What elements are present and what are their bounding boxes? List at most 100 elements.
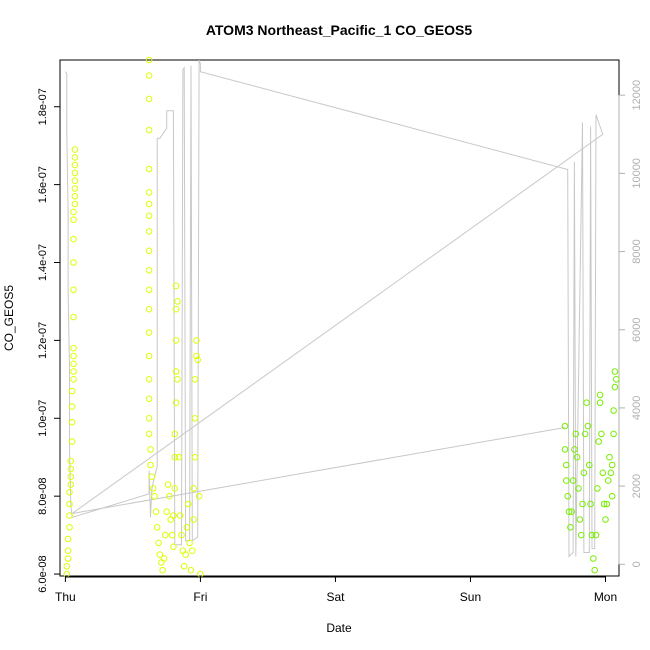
- x-tick-label: Mon: [594, 590, 617, 604]
- y-tick-label: 1.8e-07: [37, 88, 49, 125]
- data-point: [145, 286, 153, 294]
- data-point: [70, 360, 77, 368]
- data-point: [64, 555, 72, 562]
- data-point: [563, 477, 570, 484]
- data-point: [68, 438, 76, 445]
- data-point: [145, 352, 153, 360]
- data-point: [145, 72, 153, 79]
- data-point: [187, 566, 195, 574]
- data-point: [180, 563, 188, 570]
- data-point: [611, 368, 619, 375]
- data-point: [151, 492, 158, 500]
- data-point: [148, 473, 156, 481]
- data-point: [152, 508, 160, 516]
- data-point: [71, 169, 79, 177]
- data-point: [70, 235, 77, 243]
- data-point: [71, 200, 79, 208]
- y-tick-label: 8.0e-08: [37, 478, 49, 515]
- data-point: [581, 430, 589, 438]
- data-point: [67, 465, 75, 473]
- data-point: [163, 508, 170, 516]
- data-point: [70, 352, 77, 360]
- y-tick-label: 1.2e-07: [37, 322, 49, 359]
- data-point: [159, 566, 166, 574]
- data-point: [584, 422, 592, 430]
- data-point: [160, 555, 168, 562]
- data-point: [608, 492, 616, 500]
- data-point: [195, 492, 203, 500]
- data-point: [190, 485, 197, 492]
- right-tick-label: 0: [631, 561, 643, 567]
- data-point: [189, 547, 196, 555]
- data-point: [564, 492, 572, 500]
- data-point: [71, 161, 79, 169]
- data-point: [67, 481, 75, 488]
- data-point: [145, 228, 153, 235]
- data-point: [71, 146, 79, 153]
- data-point: [145, 95, 153, 103]
- data-point: [193, 337, 200, 344]
- data-point: [613, 376, 620, 383]
- data-point: [567, 524, 574, 531]
- data-point: [602, 516, 609, 523]
- data-point: [606, 453, 613, 461]
- x-axis-label: Date: [326, 621, 352, 635]
- data-point: [175, 453, 183, 461]
- data-point: [70, 216, 77, 223]
- right-axis: 0 2000 4000 6000 8000 10000 12000: [618, 80, 643, 567]
- data-point: [147, 446, 154, 453]
- data-point: [145, 200, 153, 208]
- data-point: [149, 485, 157, 492]
- data-point: [170, 543, 177, 551]
- x-tick-label: Fri: [193, 590, 207, 604]
- right-tick-label: 12000: [631, 80, 643, 111]
- data-point: [145, 247, 153, 255]
- data-point: [68, 403, 76, 410]
- chart-title: ATOM3 Northeast_Pacific_1 CO_GEOS5: [206, 22, 473, 38]
- right-tick-label: 4000: [631, 396, 643, 420]
- data-point: [145, 165, 153, 173]
- data-point: [153, 524, 161, 531]
- data-point: [583, 399, 590, 407]
- data-point: [186, 539, 193, 547]
- data-point: [604, 477, 612, 484]
- data-point: [596, 399, 604, 407]
- data-point: [610, 407, 617, 414]
- data-point: [573, 453, 581, 461]
- data-point: [172, 282, 180, 290]
- data-point: [70, 259, 77, 266]
- data-point: [70, 368, 77, 375]
- right-tick-label: 8000: [631, 239, 643, 263]
- data-point: [595, 438, 603, 445]
- y-axis: 6.0e-08 8.0e-08 1.0e-07 1.2e-07 1.4e-07 1.6e-…: [37, 88, 61, 593]
- right-tick-label: 10000: [631, 158, 643, 189]
- data-point: [563, 461, 570, 469]
- data-point: [174, 376, 181, 383]
- data-point: [193, 352, 200, 360]
- data-point: [155, 539, 162, 547]
- data-point: [167, 516, 174, 523]
- data-point: [145, 415, 153, 422]
- data-point: [70, 344, 77, 352]
- data-point: [171, 453, 179, 461]
- data-point: [182, 551, 189, 558]
- data-point: [572, 430, 580, 438]
- data-point: [145, 267, 153, 274]
- data-point: [576, 516, 584, 523]
- data-point: [588, 531, 596, 539]
- data-point: [587, 500, 594, 508]
- data-point: [170, 512, 177, 519]
- data-point: [171, 485, 179, 492]
- data-point: [577, 531, 585, 539]
- data-point: [191, 453, 199, 461]
- data-point: [156, 551, 164, 558]
- y-axis-label: CO_GEOS5: [2, 285, 16, 351]
- data-point: [591, 566, 599, 574]
- data-point: [70, 376, 77, 383]
- data-point: [168, 531, 176, 539]
- data-point: [68, 418, 76, 426]
- data-point: [145, 305, 153, 313]
- data-point: [569, 477, 577, 484]
- data-point: [590, 555, 597, 562]
